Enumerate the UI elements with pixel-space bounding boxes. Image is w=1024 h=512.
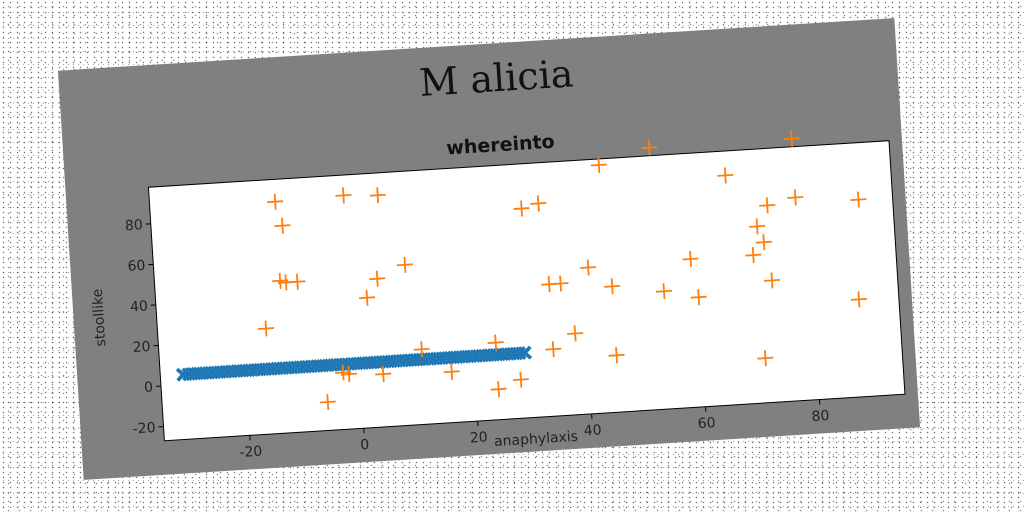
- series-1-point: [396, 256, 414, 273]
- axis-ticks: -20 0 20 40 60 80 -20 0 20 40 60 80: [125, 217, 830, 461]
- series-1-point: [358, 289, 376, 306]
- series-1-point: [590, 156, 607, 174]
- plot-area: [147, 140, 906, 442]
- series-1-point: [552, 275, 569, 292]
- y-axis-label: stoollike: [90, 288, 110, 347]
- series-1-point: [690, 289, 707, 306]
- series-1-point: [850, 291, 867, 308]
- axes-title: whereinto: [446, 131, 556, 160]
- series-1-point: [512, 371, 529, 388]
- x-tick-label: -20: [239, 444, 263, 461]
- data-marks: [175, 130, 867, 411]
- series-1-point: [641, 139, 658, 156]
- series-1-point: [745, 247, 762, 264]
- y-tick-label: 40: [130, 298, 149, 315]
- series-1-point: [513, 200, 530, 217]
- y-tick-label: 60: [127, 258, 146, 275]
- series-1-point: [757, 350, 774, 367]
- x-tick-label: 0: [360, 437, 370, 454]
- series-1-point: [267, 193, 284, 210]
- series-1-point: [319, 393, 336, 411]
- x-tick-label: 80: [811, 408, 830, 425]
- series-1-point: [682, 250, 699, 268]
- series-1-point: [783, 130, 800, 147]
- series-1-point: [755, 234, 772, 251]
- y-tick-label: -20: [132, 420, 156, 437]
- series-0-point: [517, 345, 533, 361]
- series-1-point: [274, 217, 291, 234]
- x-tick-label: 20: [469, 429, 488, 446]
- x-tick-label: 60: [697, 415, 716, 432]
- series-1-point: [487, 334, 504, 351]
- series-1-point: [257, 320, 275, 337]
- series-1-point: [655, 283, 673, 300]
- y-tick-label: 0: [144, 380, 154, 397]
- series-1-point: [567, 325, 584, 342]
- series-1-point: [335, 187, 352, 204]
- series-1-point: [369, 187, 386, 204]
- series-1-point: [413, 341, 430, 358]
- series-1-point: [545, 341, 562, 358]
- y-tick-label: 20: [132, 339, 151, 356]
- chart-figure: M alicia whereinto -20 0 20 40 60 80 -20 0 20 40 6…: [57, 18, 921, 480]
- series-1-point: [717, 167, 734, 184]
- series-1-point: [608, 347, 625, 364]
- x-tick-label: 40: [583, 422, 602, 439]
- series-1-point: [340, 366, 357, 383]
- series-1-point: [850, 191, 867, 208]
- series-1-point: [763, 272, 781, 289]
- series-1-point: [749, 218, 766, 235]
- series-1-point: [369, 270, 386, 287]
- series-1-point: [787, 189, 804, 206]
- series-1-point: [490, 381, 507, 398]
- series-1-point: [375, 366, 392, 383]
- series-1-point: [530, 195, 547, 212]
- series-1-point: [604, 278, 621, 295]
- x-axis-label: anaphylaxis: [494, 429, 579, 450]
- chart-svg: M alicia whereinto -20 0 20 40 60 80 -20 0 20 40 6…: [90, 51, 906, 461]
- y-tick-label: 80: [125, 217, 144, 234]
- series-1-point: [443, 363, 460, 380]
- series-1-point: [580, 259, 597, 276]
- series-1-point: [759, 197, 776, 214]
- chart-suptitle: M alicia: [418, 51, 575, 105]
- series-1-point: [289, 273, 306, 290]
